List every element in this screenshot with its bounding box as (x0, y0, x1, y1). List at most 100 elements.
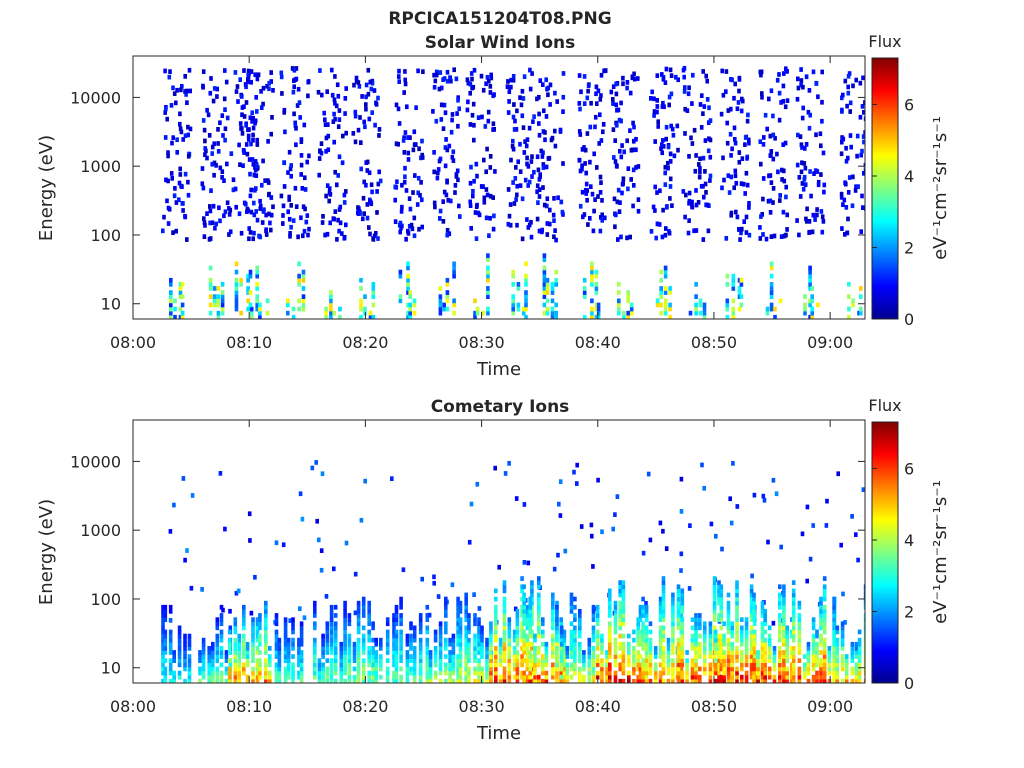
flux-cell (385, 650, 390, 655)
flux-cell (258, 613, 262, 618)
flux-cell (749, 658, 754, 663)
flux-cell (542, 286, 547, 291)
flux-cell (425, 658, 430, 663)
flux-cell (596, 194, 600, 199)
flux-cell (521, 96, 526, 101)
flux-cell (433, 637, 438, 643)
flux-cell (367, 609, 371, 614)
flux-cell (169, 302, 173, 308)
flux-cell (246, 137, 251, 142)
flux-cell (528, 613, 532, 618)
flux-cell (448, 670, 452, 676)
flux-cell (860, 193, 864, 199)
flux-cell (551, 596, 555, 602)
flux-cell (234, 294, 239, 299)
flux-cell (619, 154, 624, 160)
flux-cell (359, 517, 364, 523)
flux-cell (352, 674, 357, 680)
flux-cell (578, 646, 582, 651)
flux-cell (632, 124, 636, 130)
flux-cell (747, 137, 751, 143)
flux-cell (772, 233, 777, 239)
flux-cell (790, 633, 794, 639)
flux-cell (394, 621, 399, 627)
flux-cell (415, 202, 420, 207)
flux-cell (274, 613, 279, 618)
flux-cell (680, 654, 685, 659)
flux-cell (436, 594, 441, 599)
flux-cell (458, 662, 463, 668)
flux-cell (464, 604, 468, 610)
flux-cell (636, 674, 640, 680)
flux-cell (591, 609, 596, 614)
flux-cell (203, 146, 207, 151)
flux-cell (339, 670, 344, 676)
flux-cell (489, 674, 493, 680)
flux-cell (444, 646, 448, 651)
flux-cell (511, 298, 515, 304)
flux-cell (339, 646, 344, 651)
flux-cell (356, 654, 361, 659)
flux-cell (562, 650, 567, 655)
flux-cell (644, 641, 649, 647)
flux-cell (347, 617, 352, 622)
flux-cell (559, 670, 563, 676)
flux-cell (404, 188, 409, 193)
flux-cell (528, 609, 532, 614)
flux-cell (525, 155, 529, 161)
flux-cell (303, 187, 308, 192)
flux-cell (708, 641, 713, 647)
flux-cell (469, 226, 473, 231)
flux-cell (291, 670, 295, 676)
flux-cell (456, 596, 460, 602)
flux-cell (524, 261, 528, 267)
flux-cell (537, 580, 541, 585)
flux-cell (515, 108, 519, 114)
flux-cell (252, 230, 256, 236)
flux-cell (776, 169, 780, 175)
flux-cell (385, 666, 390, 672)
flux-cell (352, 82, 356, 88)
flux-cell (663, 290, 668, 295)
flux-cell (844, 145, 848, 151)
flux-cell (528, 629, 532, 635)
flux-cell (240, 112, 244, 118)
flux-cell (683, 214, 687, 220)
flux-cell (365, 159, 370, 165)
flux-cell (790, 674, 794, 680)
flux-cell (694, 674, 698, 680)
flux-cell (819, 596, 823, 602)
flux-cell (218, 471, 223, 476)
flux-cell (403, 77, 407, 83)
flux-cell (163, 666, 168, 672)
flux-cell (573, 650, 577, 655)
flux-cell (785, 629, 789, 635)
flux-cell (565, 678, 570, 683)
flux-cell (580, 147, 585, 152)
flux-cell (480, 654, 484, 659)
flux-cell (213, 225, 217, 231)
flux-cell (216, 298, 221, 304)
flux-cell (406, 277, 410, 283)
flux-cell (661, 580, 666, 585)
flux-cell (605, 650, 609, 655)
flux-cell (749, 592, 754, 598)
flux-cell (333, 641, 338, 647)
flux-cell (332, 310, 336, 316)
flux-cell (343, 654, 347, 659)
flux-cell (854, 662, 859, 668)
flux-cell (418, 646, 423, 651)
flux-cell (444, 629, 448, 635)
flux-cell (522, 670, 526, 676)
flux-cell (822, 670, 827, 676)
flux-cell (680, 650, 685, 655)
flux-cell (344, 222, 348, 228)
flux-cell (343, 646, 347, 651)
flux-cell (347, 637, 352, 643)
flux-cell (733, 173, 738, 179)
flux-cell (554, 237, 558, 243)
flux-cell (268, 646, 272, 651)
flux-cell (239, 282, 243, 287)
flux-cell (565, 670, 570, 676)
flux-cell (522, 502, 527, 507)
